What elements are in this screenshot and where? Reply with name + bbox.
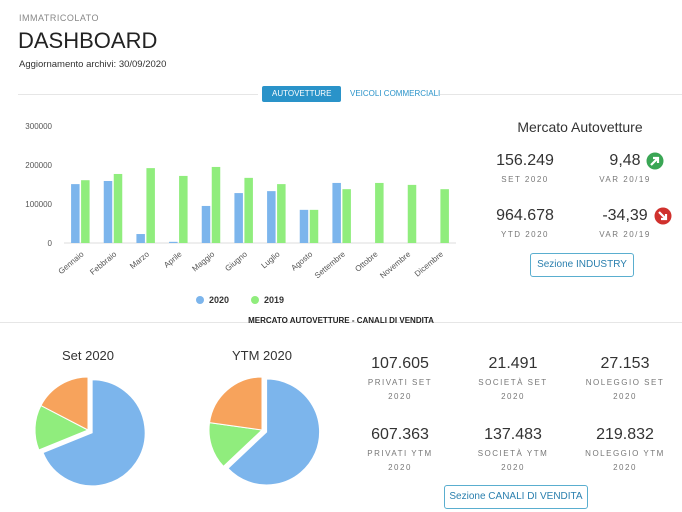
channel-label: SOCIETÀ YTM 2020 bbox=[477, 449, 549, 472]
x-tick-label: Luglio bbox=[259, 249, 282, 270]
bar bbox=[113, 173, 123, 243]
pie-title: YTM 2020 bbox=[232, 348, 292, 363]
x-tick-label: Settembre bbox=[313, 249, 347, 280]
y-tick-label: 300000 bbox=[25, 122, 52, 131]
channels-button[interactable]: Sezione CANALI DI VENDITA bbox=[444, 485, 588, 509]
kpi-value: 9,48 bbox=[609, 152, 641, 169]
bar bbox=[136, 234, 145, 243]
divider bbox=[18, 94, 258, 95]
tab[interactable]: VEICOLI COMMERCIALI bbox=[350, 89, 441, 98]
legend-marker bbox=[251, 296, 259, 304]
bar bbox=[332, 182, 341, 243]
channel-kpi: 107.605 PRIVATI SET 2020 bbox=[345, 355, 455, 404]
channel-value: 137.483 bbox=[484, 426, 542, 443]
x-tick-label: Dicembre bbox=[413, 249, 445, 278]
kpi-label: VAR 20/19 bbox=[599, 230, 651, 239]
x-tick-label: Ottobre bbox=[353, 249, 380, 273]
y-tick-label: 0 bbox=[48, 239, 53, 248]
x-tick-label: Gennaio bbox=[57, 249, 86, 276]
legend-marker bbox=[196, 296, 204, 304]
pie-slice bbox=[227, 378, 321, 486]
channel-label: PRIVATI SET 2020 bbox=[367, 378, 433, 401]
trend-down-icon bbox=[654, 207, 672, 225]
bar bbox=[342, 189, 351, 243]
kpi: 964.678 YTD 2020 bbox=[470, 207, 580, 242]
y-tick-label: 200000 bbox=[25, 161, 52, 170]
bar bbox=[407, 184, 417, 243]
legend-label: 2019 bbox=[264, 295, 284, 305]
update-label: Aggiornamento archivi: bbox=[19, 59, 117, 70]
bar bbox=[81, 180, 90, 243]
bar bbox=[211, 166, 221, 243]
pie-slice bbox=[42, 379, 146, 487]
channel-kpi: 137.483 SOCIETÀ YTM 2020 bbox=[458, 426, 568, 475]
update-info: Aggiornamento archivi: 30/09/2020 bbox=[19, 59, 166, 70]
x-tick-label: Febbraio bbox=[88, 249, 118, 277]
pie-title: Set 2020 bbox=[62, 348, 114, 363]
channel-value: 219.832 bbox=[596, 426, 654, 443]
x-tick-label: Giugno bbox=[223, 249, 249, 273]
tab[interactable]: AUTOVETTURE bbox=[262, 86, 342, 102]
kpi-label: YTD 2020 bbox=[500, 230, 550, 239]
kpi-value: -34,39 bbox=[602, 207, 648, 224]
bar bbox=[71, 184, 80, 243]
channel-label: PRIVATI YTM 2020 bbox=[367, 449, 433, 472]
channel-label: NOLEGGIO SET 2020 bbox=[585, 378, 665, 401]
kpi-value: 964.678 bbox=[496, 207, 554, 224]
kpi: 9,48 VAR 20/19 bbox=[570, 152, 680, 187]
channel-value: 27.153 bbox=[600, 355, 650, 372]
channel-label: SOCIETÀ SET 2020 bbox=[478, 378, 548, 401]
pie-charts: Set 2020 YTM 2020 bbox=[34, 348, 321, 487]
bar bbox=[244, 177, 253, 243]
bar-chart: 0 100000 200000 300000 Gennaio Febbraio Marzo A… bbox=[25, 122, 456, 305]
channel-kpi: 27.153 NOLEGGIO SET 2020 bbox=[570, 355, 680, 404]
legend-label: 2020 bbox=[209, 295, 229, 305]
channel-kpi: 219.832 NOLEGGIO YTM 2020 bbox=[570, 426, 680, 475]
bar bbox=[201, 205, 211, 243]
bar bbox=[375, 182, 384, 243]
pie-slice bbox=[40, 376, 89, 431]
x-tick-label: Marzo bbox=[128, 249, 151, 271]
bar bbox=[267, 191, 276, 243]
x-tick-label: Maggio bbox=[190, 249, 216, 273]
x-tick-label: Novembre bbox=[378, 249, 412, 280]
bar bbox=[146, 168, 155, 243]
bar bbox=[277, 184, 286, 243]
kpi-label: VAR 20/19 bbox=[599, 175, 651, 184]
update-date: 30/09/2020 bbox=[118, 59, 167, 70]
channel-kpi: 21.491 SOCIETÀ SET 2020 bbox=[458, 355, 568, 404]
kpi-label: SET 2020 bbox=[501, 175, 549, 184]
x-tick-label: Agosto bbox=[289, 249, 314, 272]
channel-value: 107.605 bbox=[371, 355, 429, 372]
page-title: DASHBOARD bbox=[18, 28, 158, 53]
divider bbox=[0, 322, 682, 323]
channel-value: 21.491 bbox=[488, 355, 538, 372]
trend-up-icon bbox=[646, 152, 664, 170]
y-tick-label: 100000 bbox=[25, 200, 52, 209]
pie-slice bbox=[208, 376, 263, 431]
divider bbox=[440, 94, 682, 95]
kicker: IMMATRICOLATO bbox=[19, 13, 100, 23]
bar bbox=[179, 175, 188, 243]
bar bbox=[299, 209, 309, 243]
bar bbox=[169, 241, 178, 243]
bar bbox=[440, 189, 449, 243]
bar bbox=[309, 209, 319, 243]
kpi: -34,39 VAR 20/19 bbox=[570, 207, 680, 242]
kpi: 156.249 SET 2020 bbox=[470, 152, 580, 187]
bar bbox=[234, 193, 243, 243]
industry-button[interactable]: Sezione INDUSTRY bbox=[530, 253, 634, 277]
section-title: MERCATO AUTOVETTURE - CANALI DI VENDITA bbox=[248, 316, 434, 325]
market-title: Mercato Autovetture bbox=[517, 119, 643, 135]
bar bbox=[103, 180, 113, 243]
channel-label: NOLEGGIO YTM 2020 bbox=[585, 449, 665, 472]
channel-kpi: 607.363 PRIVATI YTM 2020 bbox=[345, 426, 455, 475]
x-tick-label: Aprile bbox=[162, 249, 184, 269]
kpi-value: 156.249 bbox=[496, 152, 554, 169]
channel-value: 607.363 bbox=[371, 426, 429, 443]
